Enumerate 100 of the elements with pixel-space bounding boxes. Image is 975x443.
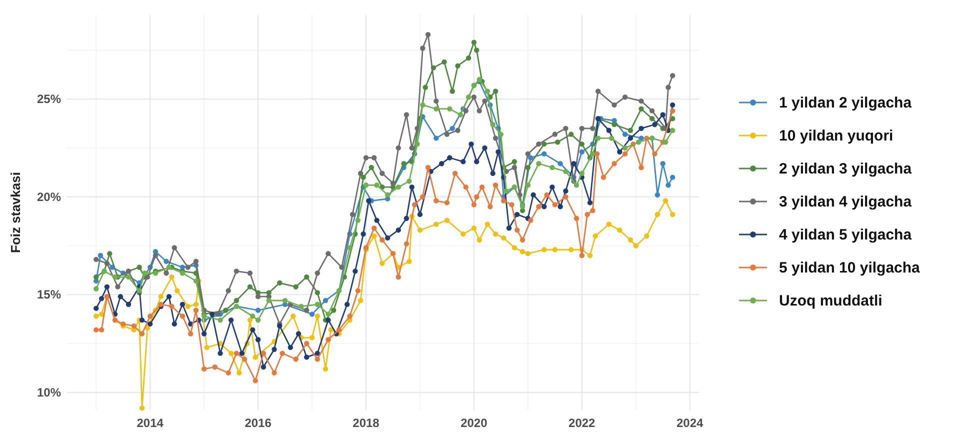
point bbox=[255, 317, 261, 323]
point bbox=[568, 132, 574, 137]
point bbox=[360, 174, 366, 180]
x-tick-label: 2014 bbox=[136, 416, 164, 430]
y-axis-title: Foiz stavkasi bbox=[8, 172, 23, 253]
point bbox=[331, 308, 336, 313]
point bbox=[136, 264, 142, 270]
legend-label: 4 yildan 5 yilgacha bbox=[779, 226, 912, 244]
point bbox=[314, 290, 320, 296]
point bbox=[304, 274, 310, 280]
x-tick-label: 2024 bbox=[676, 416, 704, 430]
point bbox=[455, 63, 460, 68]
point bbox=[420, 102, 426, 108]
point bbox=[622, 145, 628, 151]
point bbox=[363, 182, 369, 188]
x-tick-label: 2018 bbox=[352, 416, 380, 430]
point bbox=[374, 182, 380, 188]
point bbox=[490, 122, 496, 128]
point bbox=[512, 159, 518, 164]
point bbox=[112, 274, 118, 280]
x-tick-label: 2020 bbox=[460, 416, 488, 430]
point bbox=[322, 298, 328, 304]
point bbox=[247, 284, 253, 290]
point bbox=[654, 192, 660, 198]
point bbox=[484, 88, 490, 94]
point bbox=[595, 136, 601, 141]
legend-label: 1 yildan 2 yilgacha bbox=[779, 94, 912, 112]
point bbox=[223, 308, 228, 313]
point bbox=[94, 286, 99, 292]
point bbox=[563, 168, 568, 174]
point bbox=[670, 174, 676, 180]
point bbox=[434, 106, 439, 112]
point bbox=[542, 151, 547, 156]
y-tick-label: 10% bbox=[36, 385, 62, 400]
point bbox=[670, 128, 676, 133]
point bbox=[401, 161, 406, 166]
legend-label: 5 yildan 10 yilgacha bbox=[779, 260, 921, 276]
point bbox=[622, 132, 628, 137]
point bbox=[558, 161, 563, 166]
point bbox=[542, 141, 547, 147]
point bbox=[649, 116, 655, 122]
point bbox=[466, 55, 472, 61]
point bbox=[193, 278, 199, 284]
legend-label: 3 yildan 4 yilgacha bbox=[779, 194, 912, 210]
point bbox=[447, 106, 452, 112]
point bbox=[347, 245, 352, 250]
point bbox=[492, 88, 498, 94]
point bbox=[628, 128, 634, 133]
point bbox=[442, 59, 447, 65]
point bbox=[590, 151, 596, 156]
x-tick-label: 2022 bbox=[568, 416, 596, 430]
y-tick-label: 20% bbox=[36, 190, 62, 204]
point bbox=[406, 178, 412, 184]
point bbox=[142, 270, 148, 276]
x-tick-label: 2016 bbox=[244, 416, 272, 430]
point bbox=[422, 84, 428, 90]
point bbox=[528, 155, 534, 160]
point bbox=[414, 141, 420, 147]
point bbox=[660, 161, 666, 166]
point bbox=[314, 302, 320, 308]
point bbox=[293, 284, 298, 290]
point bbox=[636, 140, 642, 145]
point bbox=[471, 40, 477, 45]
y-tick-label: 25% bbox=[36, 92, 62, 106]
point bbox=[579, 149, 584, 154]
point bbox=[504, 188, 509, 194]
legend-label: Uzoq muddatli bbox=[779, 292, 882, 310]
point bbox=[298, 304, 304, 309]
point bbox=[638, 136, 644, 141]
point bbox=[355, 218, 361, 223]
point bbox=[250, 314, 256, 319]
point bbox=[666, 182, 671, 188]
point bbox=[396, 184, 401, 190]
point bbox=[638, 106, 644, 112]
point bbox=[218, 317, 223, 323]
point bbox=[608, 136, 614, 141]
point bbox=[255, 308, 261, 313]
point bbox=[126, 274, 132, 280]
point bbox=[282, 298, 288, 304]
point bbox=[98, 252, 104, 258]
legend-label: 10 yildan yuqori bbox=[779, 128, 894, 144]
point bbox=[466, 94, 472, 100]
point bbox=[384, 192, 390, 198]
point bbox=[525, 182, 531, 188]
point bbox=[309, 312, 315, 317]
point bbox=[450, 126, 455, 132]
point bbox=[536, 161, 542, 166]
point bbox=[368, 164, 374, 170]
point bbox=[277, 280, 282, 286]
point bbox=[612, 122, 617, 128]
point bbox=[458, 112, 464, 118]
point bbox=[662, 140, 668, 145]
point bbox=[450, 88, 455, 94]
point bbox=[266, 298, 272, 304]
point bbox=[550, 164, 555, 170]
point bbox=[326, 312, 331, 317]
point bbox=[574, 182, 580, 188]
point bbox=[94, 274, 99, 280]
point bbox=[474, 48, 480, 53]
point bbox=[554, 140, 560, 145]
